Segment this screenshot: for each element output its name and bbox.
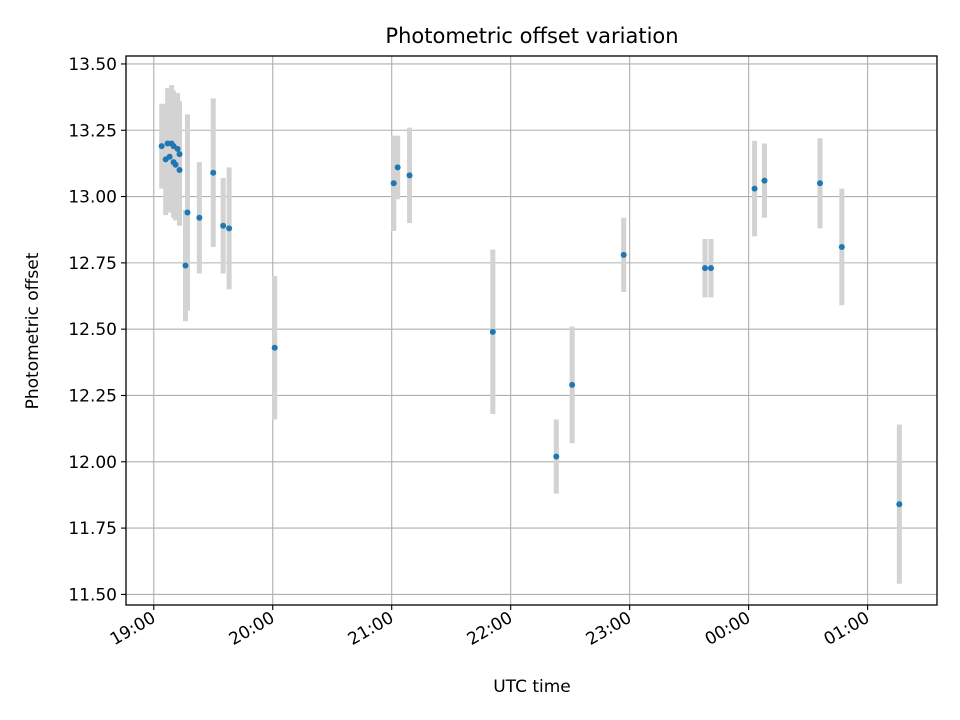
x-axis-title: UTC time bbox=[493, 677, 571, 697]
data-point bbox=[172, 161, 179, 168]
data-point bbox=[166, 153, 173, 160]
y-tick-label: 12.00 bbox=[68, 453, 117, 473]
plot-frame bbox=[125, 55, 938, 606]
y-tick-label: 13.25 bbox=[68, 121, 117, 141]
data-point bbox=[838, 243, 845, 250]
data-point bbox=[761, 177, 768, 184]
y-tick-label: 11.50 bbox=[68, 585, 117, 605]
data-point bbox=[176, 151, 183, 158]
data-point bbox=[817, 180, 824, 187]
data-point bbox=[184, 209, 191, 216]
y-tick-label: 12.50 bbox=[68, 320, 117, 340]
chart-title: Photometric offset variation bbox=[385, 24, 678, 48]
data-point bbox=[210, 169, 217, 176]
data-point bbox=[220, 222, 227, 229]
y-tick-label: 11.75 bbox=[68, 519, 117, 539]
y-tick-label: 12.25 bbox=[68, 386, 117, 406]
y-tick-label: 12.75 bbox=[68, 254, 117, 274]
data-point bbox=[394, 164, 401, 171]
data-point bbox=[182, 262, 189, 269]
data-point bbox=[271, 344, 278, 351]
data-point bbox=[620, 251, 627, 258]
data-point bbox=[489, 328, 496, 335]
data-point bbox=[176, 167, 183, 174]
data-point bbox=[569, 381, 576, 388]
data-point bbox=[390, 180, 397, 187]
data-point bbox=[896, 501, 903, 508]
y-tick-label: 13.00 bbox=[68, 188, 117, 208]
y-tick-label: 13.50 bbox=[68, 55, 117, 75]
data-point bbox=[406, 172, 413, 179]
data-point bbox=[226, 225, 233, 232]
data-point bbox=[707, 265, 714, 272]
data-point bbox=[174, 145, 181, 152]
data-point bbox=[158, 143, 165, 150]
data-point bbox=[553, 453, 560, 460]
data-point bbox=[702, 265, 709, 272]
y-axis-ticks: 11.50 11.75 12.00 12.25 12.50 12.75 13.00 13.25… bbox=[68, 55, 126, 605]
data-points bbox=[158, 140, 903, 508]
data-point bbox=[751, 185, 758, 192]
y-axis-title: Photometric offset bbox=[23, 252, 43, 409]
data-point bbox=[196, 214, 203, 221]
